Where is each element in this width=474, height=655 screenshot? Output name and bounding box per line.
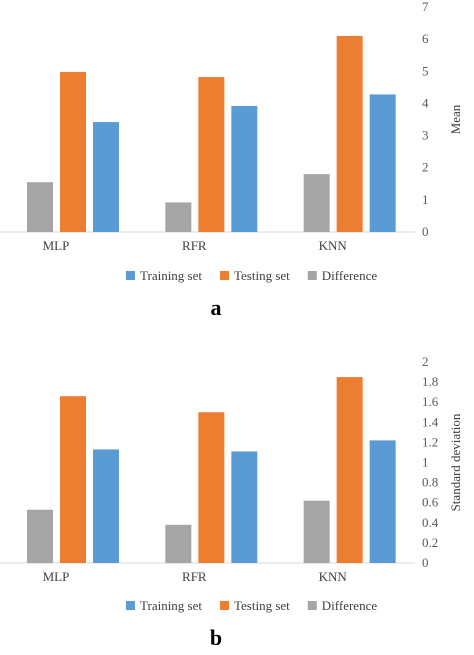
y-tick-label: 4 bbox=[422, 95, 429, 110]
bar-difference-rfr bbox=[165, 524, 192, 563]
y-tick-label: 2 bbox=[422, 160, 429, 175]
bar-testing-set-rfr bbox=[198, 77, 225, 232]
legend-swatch bbox=[307, 271, 317, 280]
y-tick-label: 1.6 bbox=[422, 394, 439, 409]
category-label: KNN bbox=[319, 569, 348, 584]
bar-difference-knn bbox=[303, 500, 330, 563]
y-tick-label: 0 bbox=[422, 224, 429, 239]
category-label: RFR bbox=[182, 238, 207, 253]
chart-panel-b: 0 0.2 0.4 0.6 0.8 1 1.2 1.4 1.6 1.8 2 Standard devi… bbox=[0, 325, 474, 655]
y-tick-label: 2 bbox=[422, 354, 429, 369]
legend-swatch bbox=[220, 601, 229, 610]
bar-training-set-rfr bbox=[231, 106, 258, 232]
bar-training-set-knn bbox=[369, 440, 396, 563]
legend-swatch bbox=[126, 271, 135, 280]
y-tick-label: 7 bbox=[422, 0, 429, 14]
y-axis-label: Standard deviation bbox=[448, 413, 463, 511]
legend-entry: Training set bbox=[140, 268, 202, 283]
chart-panel-a: 0 1 2 3 4 5 6 7 Mean MLP RFR KNN Training set Testing… bbox=[0, 0, 474, 325]
bar-training-set-mlp bbox=[93, 449, 119, 563]
y-tick-label: 0.2 bbox=[422, 535, 438, 550]
panel-label: b bbox=[210, 625, 222, 650]
y-tick-label: 1.2 bbox=[422, 434, 438, 449]
legend-entry: Difference bbox=[322, 598, 378, 613]
bar-difference-knn bbox=[303, 174, 330, 232]
bar-testing-set-rfr bbox=[198, 412, 225, 563]
bar-difference-mlp bbox=[27, 509, 53, 563]
bar-training-set-rfr bbox=[231, 451, 258, 563]
bar-testing-set-mlp bbox=[60, 396, 86, 563]
bar-difference-mlp bbox=[27, 182, 53, 232]
bar-training-set-knn bbox=[369, 94, 396, 232]
bar-difference-rfr bbox=[165, 202, 192, 232]
y-tick-label: 1.4 bbox=[422, 414, 439, 429]
category-label: MLP bbox=[43, 238, 70, 253]
y-tick-label: 1 bbox=[422, 455, 429, 470]
std-chart: 0 0.2 0.4 0.6 0.8 1 1.2 1.4 1.6 1.8 2 Standard devi… bbox=[0, 354, 463, 650]
legend-swatch bbox=[220, 271, 229, 280]
legend-entry: Testing set bbox=[234, 598, 290, 613]
legend-swatch bbox=[126, 601, 135, 610]
legend-entry: Training set bbox=[140, 598, 202, 613]
y-tick-label: 0.4 bbox=[422, 515, 439, 530]
y-tick-label: 3 bbox=[422, 128, 429, 143]
y-tick-label: 0.6 bbox=[422, 495, 439, 510]
bar-testing-set-knn bbox=[336, 377, 363, 563]
bar-testing-set-mlp bbox=[60, 71, 86, 232]
mean-chart: 0 1 2 3 4 5 6 7 Mean MLP RFR KNN Training set Testing… bbox=[0, 0, 463, 320]
legend-entry: Difference bbox=[322, 268, 378, 283]
y-tick-label: 1 bbox=[422, 192, 429, 207]
y-tick-label: 1.8 bbox=[422, 374, 438, 389]
y-axis-label: Mean bbox=[448, 104, 463, 134]
y-tick-label: 0.8 bbox=[422, 475, 438, 490]
bar-training-set-mlp bbox=[93, 122, 119, 232]
y-tick-label: 6 bbox=[422, 31, 429, 46]
legend-swatch bbox=[307, 601, 317, 610]
bar-testing-set-knn bbox=[336, 35, 363, 232]
legend-entry: Testing set bbox=[234, 268, 290, 283]
category-label: KNN bbox=[319, 238, 348, 253]
y-tick-label: 5 bbox=[422, 63, 429, 78]
panel-label: a bbox=[211, 295, 222, 320]
y-tick-label: 0 bbox=[422, 555, 429, 570]
category-label: MLP bbox=[43, 569, 70, 584]
category-label: RFR bbox=[182, 569, 207, 584]
